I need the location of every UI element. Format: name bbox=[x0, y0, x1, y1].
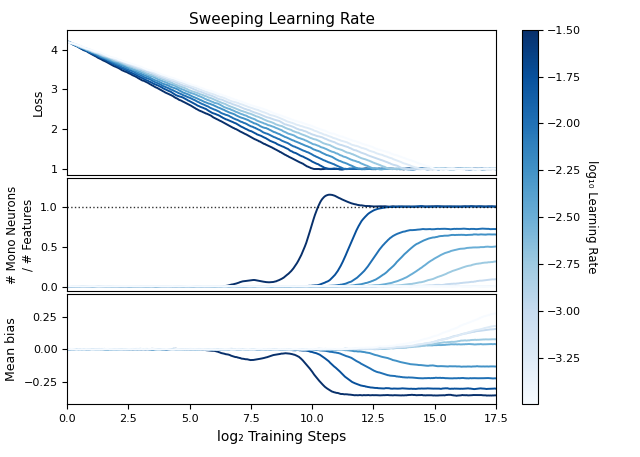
Y-axis label: # Mono Neurons
/ # Features: # Mono Neurons / # Features bbox=[6, 186, 35, 284]
Y-axis label: log₁₀ Learning Rate: log₁₀ Learning Rate bbox=[585, 160, 598, 274]
Y-axis label: Loss: Loss bbox=[32, 89, 45, 116]
Title: Sweeping Learning Rate: Sweeping Learning Rate bbox=[189, 12, 374, 27]
Y-axis label: Mean bias: Mean bias bbox=[4, 318, 18, 381]
X-axis label: log₂ Training Steps: log₂ Training Steps bbox=[217, 430, 346, 444]
